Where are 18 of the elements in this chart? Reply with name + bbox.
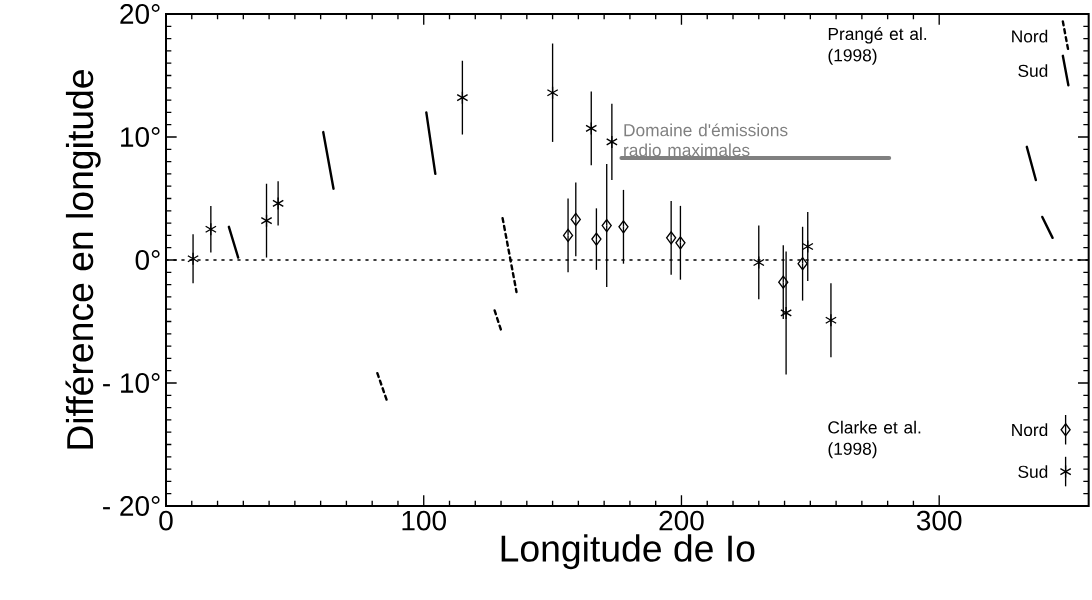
legend-label: Sud bbox=[1018, 465, 1048, 478]
y-tick-label: - 20° bbox=[103, 496, 160, 516]
x-axis-title: Longitude de Io bbox=[501, 534, 755, 570]
annotation: Prangé et al. (1998) bbox=[828, 27, 927, 65]
x-tick-label: 100 bbox=[402, 510, 446, 531]
legend-label: Sud bbox=[1018, 64, 1048, 77]
x-tick-label: 200 bbox=[659, 510, 704, 531]
legend-label: Nord bbox=[1012, 423, 1048, 437]
y-tick-label: 0° bbox=[135, 250, 160, 270]
series-label: Domaine d'émissions radio maximales bbox=[624, 123, 788, 157]
x-tick-label: 0 bbox=[159, 510, 173, 531]
y-axis-title: Différence en longitude bbox=[65, 70, 101, 449]
x-tick-label: 300 bbox=[916, 510, 962, 531]
annotation: Clarke et al. (1998) bbox=[828, 420, 921, 459]
y-tick-label: 10° bbox=[121, 127, 160, 147]
y-tick-label: - 10° bbox=[103, 373, 160, 393]
y-tick-label: 20° bbox=[120, 4, 160, 24]
legend-label: Nord bbox=[1012, 29, 1048, 43]
